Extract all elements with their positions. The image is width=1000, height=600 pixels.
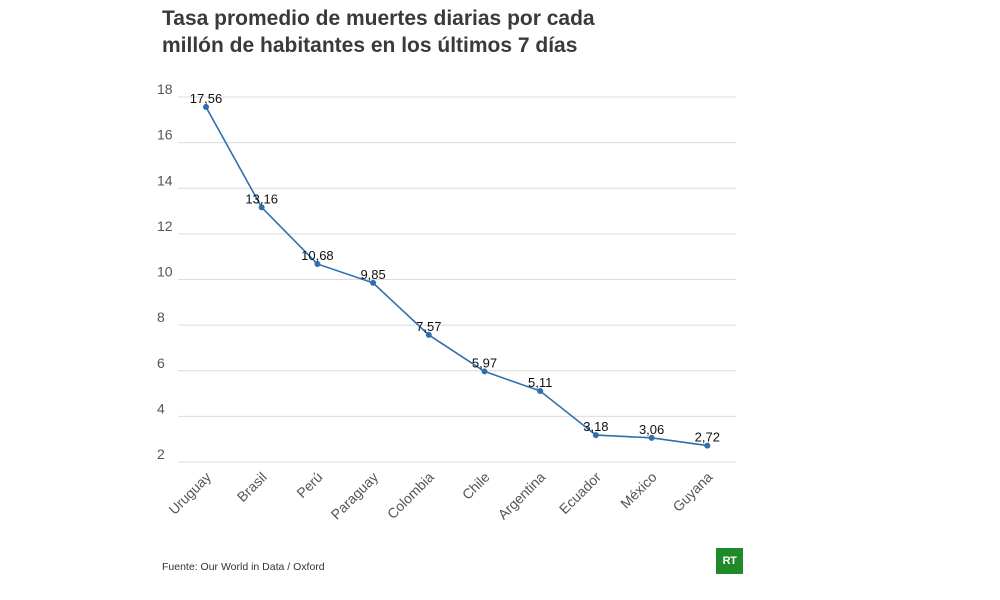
data-label: 7,57 [416,319,441,334]
data-label: 3,18 [583,419,608,434]
x-tick-label: Paraguay [328,469,382,523]
x-tick-label: Chile [459,469,493,503]
y-tick-label: 12 [157,218,173,234]
y-tick-label: 4 [157,400,165,416]
series-line-layer [205,106,708,447]
data-point [425,331,432,338]
x-tick-label: Colombia [384,469,437,522]
chart-title-line-1: Tasa promedio de muertes diarias por cad… [162,7,595,30]
grid-layer [178,96,736,463]
y-axis-ticks: 2 4 6 8 10 12 14 16 18 [157,81,173,462]
data-label: 5,11 [528,375,552,390]
data-points [203,104,711,449]
data-label: 3,06 [639,422,664,437]
x-tick-label: Uruguay [165,469,214,518]
y-tick-label: 6 [157,355,165,371]
data-label: 17,56 [190,91,223,106]
data-label: 13,16 [245,191,278,206]
data-point [258,204,265,211]
y-tick-label: 10 [157,264,173,280]
data-point [481,368,488,375]
data-label: 2,72 [695,430,720,445]
chart-title: Tasa promedio de muertes diarias por cad… [162,5,722,59]
y-tick-label: 14 [157,172,173,188]
data-point [314,260,321,267]
x-tick-label: Ecuador [556,469,604,517]
data-point [370,279,377,286]
x-tick-label: Perú [293,469,325,501]
source-note: Fuente: Our World in Data / Oxford [162,561,325,573]
x-tick-label: Guyana [669,469,715,515]
data-point [648,434,655,441]
data-point [537,388,544,395]
x-tick-label: Brasil [234,469,270,505]
y-tick-label: 16 [157,127,173,143]
x-tick-label: México [617,469,660,512]
data-labels: 17,56 13,16 10,68 9,85 7,57 5,97 5,11 3,18 3,06 2… [190,91,720,445]
y-tick-label: 2 [157,446,165,462]
x-axis-ticks: Uruguay Brasil Perú Paraguay Colombia Chile Ar… [165,469,715,523]
y-tick-label: 18 [157,81,173,97]
data-point [592,432,599,439]
data-label: 10,68 [301,248,334,263]
data-label: 5,97 [472,355,497,370]
series-line [205,106,708,447]
data-point [203,104,209,111]
y-tick-label: 8 [157,309,165,325]
rt-logo: RT [716,548,743,574]
data-point [704,442,711,449]
rt-logo-text: RT [722,555,737,567]
x-tick-label: Argentina [495,469,549,523]
data-label: 9,85 [360,267,385,282]
chart-title-line-2: millón de habitantes en los últimos 7 dí… [162,34,578,57]
